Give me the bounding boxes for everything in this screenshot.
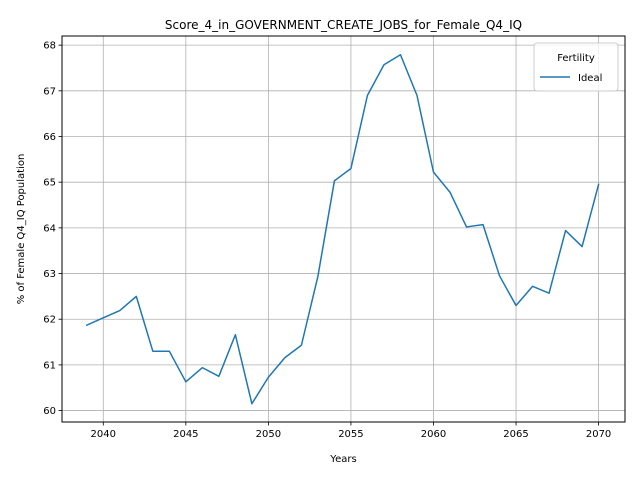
legend-box [533, 42, 619, 92]
y-tick-label: 62 [43, 315, 56, 326]
series-layer [85, 53, 600, 405]
legend: Fertility Ideal [533, 42, 619, 92]
y-tick-label: 65 [43, 178, 56, 189]
x-axis-ticks: 2040 2045 2050 2055 2060 2065 2070 [91, 422, 611, 440]
y-tick-label: 61 [43, 360, 56, 371]
chart-title: Score_4_in_GOVERNMENT_CREATE_JOBS_for_Fe… [165, 18, 522, 32]
y-tick-label: 60 [43, 406, 56, 417]
plot-area-frame [61, 35, 626, 423]
grid-lines [62, 36, 625, 422]
x-tick-label: 2050 [256, 429, 281, 440]
legend-title: Fertility [557, 53, 595, 64]
x-tick-label: 2045 [173, 429, 198, 440]
x-tick-label: 2060 [421, 429, 446, 440]
series-line-ideal [85, 53, 600, 405]
x-tick-label: 2065 [503, 429, 528, 440]
y-tick-label: 63 [43, 269, 56, 280]
y-tick-label: 67 [43, 86, 56, 97]
x-tick-label: 2070 [586, 429, 611, 440]
legend-label-ideal: Ideal [578, 73, 602, 84]
y-tick-label: 66 [43, 132, 56, 143]
y-tick-label: 68 [43, 41, 56, 52]
x-tick-label: 2055 [338, 429, 363, 440]
x-tick-label: 2040 [91, 429, 116, 440]
y-axis-label: % of Female Q4_IQ Population [16, 154, 27, 305]
x-axis-label: Years [329, 454, 356, 465]
y-axis-ticks: 60 61 62 63 64 65 66 67 68 [43, 41, 62, 417]
y-tick-label: 64 [43, 223, 56, 234]
